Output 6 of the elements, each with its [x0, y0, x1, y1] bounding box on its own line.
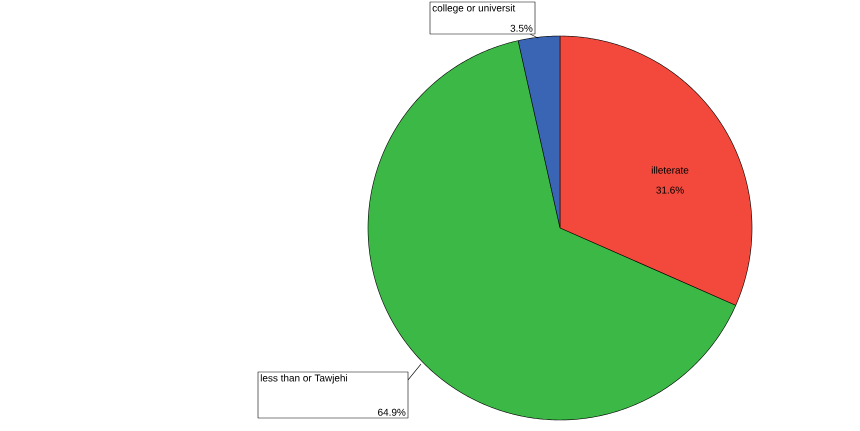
- slice-label: less than or Tawjehi: [260, 374, 348, 384]
- slice-label: illeterate: [652, 166, 688, 174]
- data-label: 64.9%: [378, 408, 406, 416]
- slice-label: college or universit: [432, 4, 516, 14]
- data-label: 3.5%: [510, 24, 532, 32]
- data-label: 31.6%: [656, 186, 684, 194]
